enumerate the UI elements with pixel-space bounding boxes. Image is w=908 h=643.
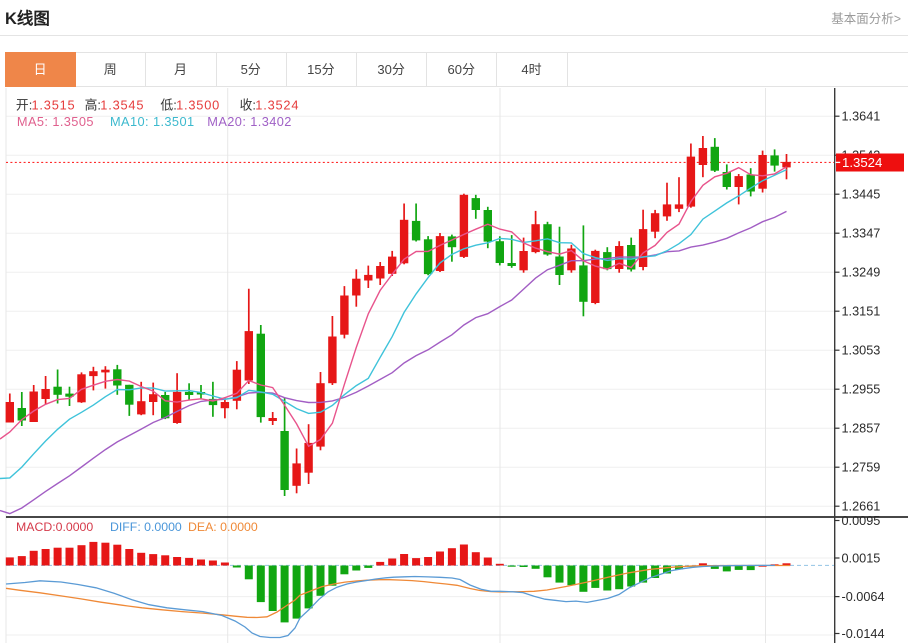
svg-text:1.3641: 1.3641	[842, 110, 881, 124]
svg-text:收:: 收:	[240, 98, 256, 113]
svg-text:MA5: 1.3505: MA5: 1.3505	[17, 114, 94, 129]
svg-text:MACD:0.0000: MACD:0.0000	[16, 520, 93, 534]
svg-text:1.2759: 1.2759	[842, 461, 881, 475]
svg-text:1.3524: 1.3524	[255, 98, 299, 113]
svg-text:低:: 低:	[160, 98, 176, 113]
svg-text:1.2857: 1.2857	[842, 422, 881, 436]
svg-text:1.2955: 1.2955	[842, 383, 881, 397]
svg-text:0.0015: 0.0015	[842, 551, 881, 565]
svg-text:0.0095: 0.0095	[842, 514, 881, 528]
svg-text:1.3053: 1.3053	[842, 344, 881, 358]
svg-text:MA10: 1.3501: MA10: 1.3501	[110, 114, 194, 129]
svg-text:-0.0144: -0.0144	[842, 627, 885, 641]
svg-text:DEA: 0.0000: DEA: 0.0000	[188, 520, 258, 534]
svg-text:DIFF: 0.0000: DIFF: 0.0000	[110, 520, 182, 534]
svg-text:高:: 高:	[85, 98, 101, 113]
svg-text:1.3500: 1.3500	[176, 98, 220, 113]
svg-text:1.3445: 1.3445	[842, 188, 881, 202]
svg-text:开:: 开:	[16, 98, 32, 113]
svg-text:1.3545: 1.3545	[100, 98, 144, 113]
svg-text:-0.0064: -0.0064	[842, 590, 885, 604]
svg-text:1.3524: 1.3524	[842, 155, 882, 170]
svg-text:1.3347: 1.3347	[842, 227, 881, 241]
svg-text:1.3515: 1.3515	[32, 98, 76, 113]
svg-text:1.2661: 1.2661	[842, 500, 881, 514]
svg-text:MA20: 1.3402: MA20: 1.3402	[207, 114, 291, 129]
svg-text:1.3151: 1.3151	[842, 305, 881, 319]
svg-text:1.3249: 1.3249	[842, 266, 881, 280]
